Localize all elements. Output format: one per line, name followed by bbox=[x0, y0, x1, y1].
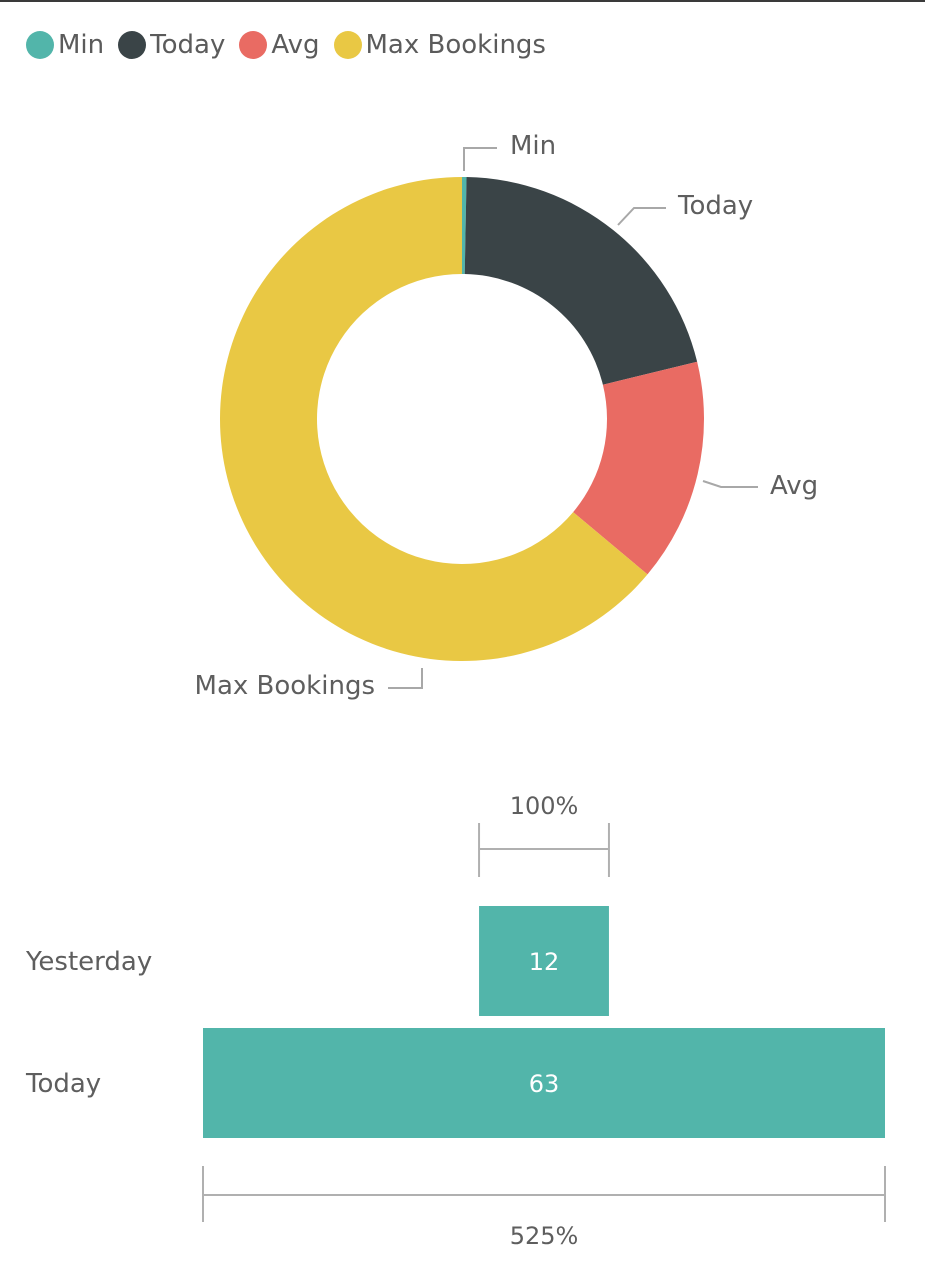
legend-label-avg: Avg bbox=[271, 30, 320, 60]
slice-label-today: Today bbox=[677, 191, 753, 221]
donut-slice-today[interactable] bbox=[464, 177, 698, 385]
percent-label-yesterday: 100% bbox=[510, 792, 579, 820]
leader-line-min bbox=[463, 147, 497, 171]
top-border bbox=[0, 0, 925, 2]
funnel-bar-yesterday[interactable] bbox=[479, 906, 609, 1016]
legend-item-today[interactable]: Today bbox=[118, 30, 225, 60]
leader-line-avg bbox=[702, 480, 758, 488]
bar-value-today: 63 bbox=[529, 1070, 560, 1098]
donut-slice-max-bookings[interactable] bbox=[219, 176, 648, 661]
percent-bracket-yesterday bbox=[478, 823, 610, 877]
donut-slice-avg[interactable] bbox=[573, 361, 704, 575]
slice-label-min: Min bbox=[510, 131, 556, 161]
legend-label-max-bookings: Max Bookings bbox=[365, 30, 546, 60]
legend-label-min: Min bbox=[58, 30, 105, 60]
legend-item-min[interactable]: Min bbox=[26, 30, 104, 60]
slice-label-max-bookings: Max Bookings bbox=[195, 671, 375, 701]
donut-slice-min[interactable] bbox=[462, 177, 467, 275]
legend-item-avg[interactable]: Avg bbox=[239, 30, 320, 60]
percent-label-today: 525% bbox=[510, 1222, 579, 1250]
funnel-chart: 12 Yesterday 63 Today 100% 525% bbox=[25, 792, 886, 1250]
category-label-today: Today bbox=[25, 1069, 101, 1099]
chart-legend: Min Today Avg Max Bookings bbox=[26, 26, 560, 64]
leader-line-today bbox=[617, 207, 666, 226]
bar-value-yesterday: 12 bbox=[529, 948, 560, 976]
legend-swatch-max-bookings bbox=[333, 31, 362, 59]
legend-swatch-min bbox=[26, 31, 54, 59]
category-label-yesterday: Yesterday bbox=[25, 947, 152, 977]
funnel-bar-today[interactable] bbox=[203, 1028, 885, 1138]
leader-line-max-bookings bbox=[388, 668, 423, 689]
percent-bracket-today bbox=[202, 1166, 886, 1222]
legend-label-today: Today bbox=[150, 30, 226, 60]
legend-swatch-today bbox=[118, 31, 147, 59]
slice-label-avg: Avg bbox=[770, 471, 818, 501]
legend-swatch-avg bbox=[239, 31, 268, 59]
donut-chart: Min Today Avg Max Bookings bbox=[195, 131, 819, 701]
legend-item-max-bookings[interactable]: Max Bookings bbox=[333, 30, 546, 60]
